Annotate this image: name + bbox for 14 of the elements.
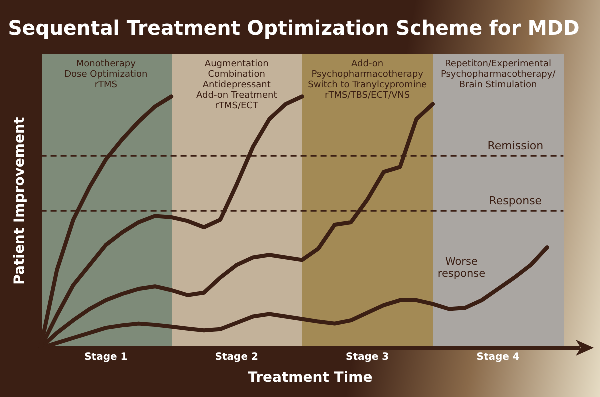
x-axis-title: Treatment Time (248, 370, 373, 386)
annotation: Augmentation Combination Antidepressant Add-on Treatment rTMS/ECT (196, 60, 278, 112)
x-tick-label: Stage 3 (346, 352, 390, 363)
chart-title: Sequental Treatment Optimization Scheme for MDD (8, 17, 580, 40)
ref-line-label: Response (489, 194, 542, 208)
text: Monotherapy Dose Optimization rTMS (64, 60, 148, 91)
x-tick-label: Stage 1 (84, 352, 128, 363)
x-tick-label: Stage 2 (215, 352, 258, 363)
text: Repetiton/Experimental Psychopharmacotherapy/ Brain Stimulation (440, 60, 557, 91)
annotation: Add-on Psychopharmacotherapy Switch to Tranylcypromine rTMS/TBS/ECT/VNS (308, 60, 428, 102)
annotation: Worse response (438, 256, 486, 280)
ref-line-label: Remission (488, 139, 544, 152)
y-axis-title: Patient Improvement (12, 117, 28, 285)
x-tick-label: Stage 4 (476, 352, 520, 363)
